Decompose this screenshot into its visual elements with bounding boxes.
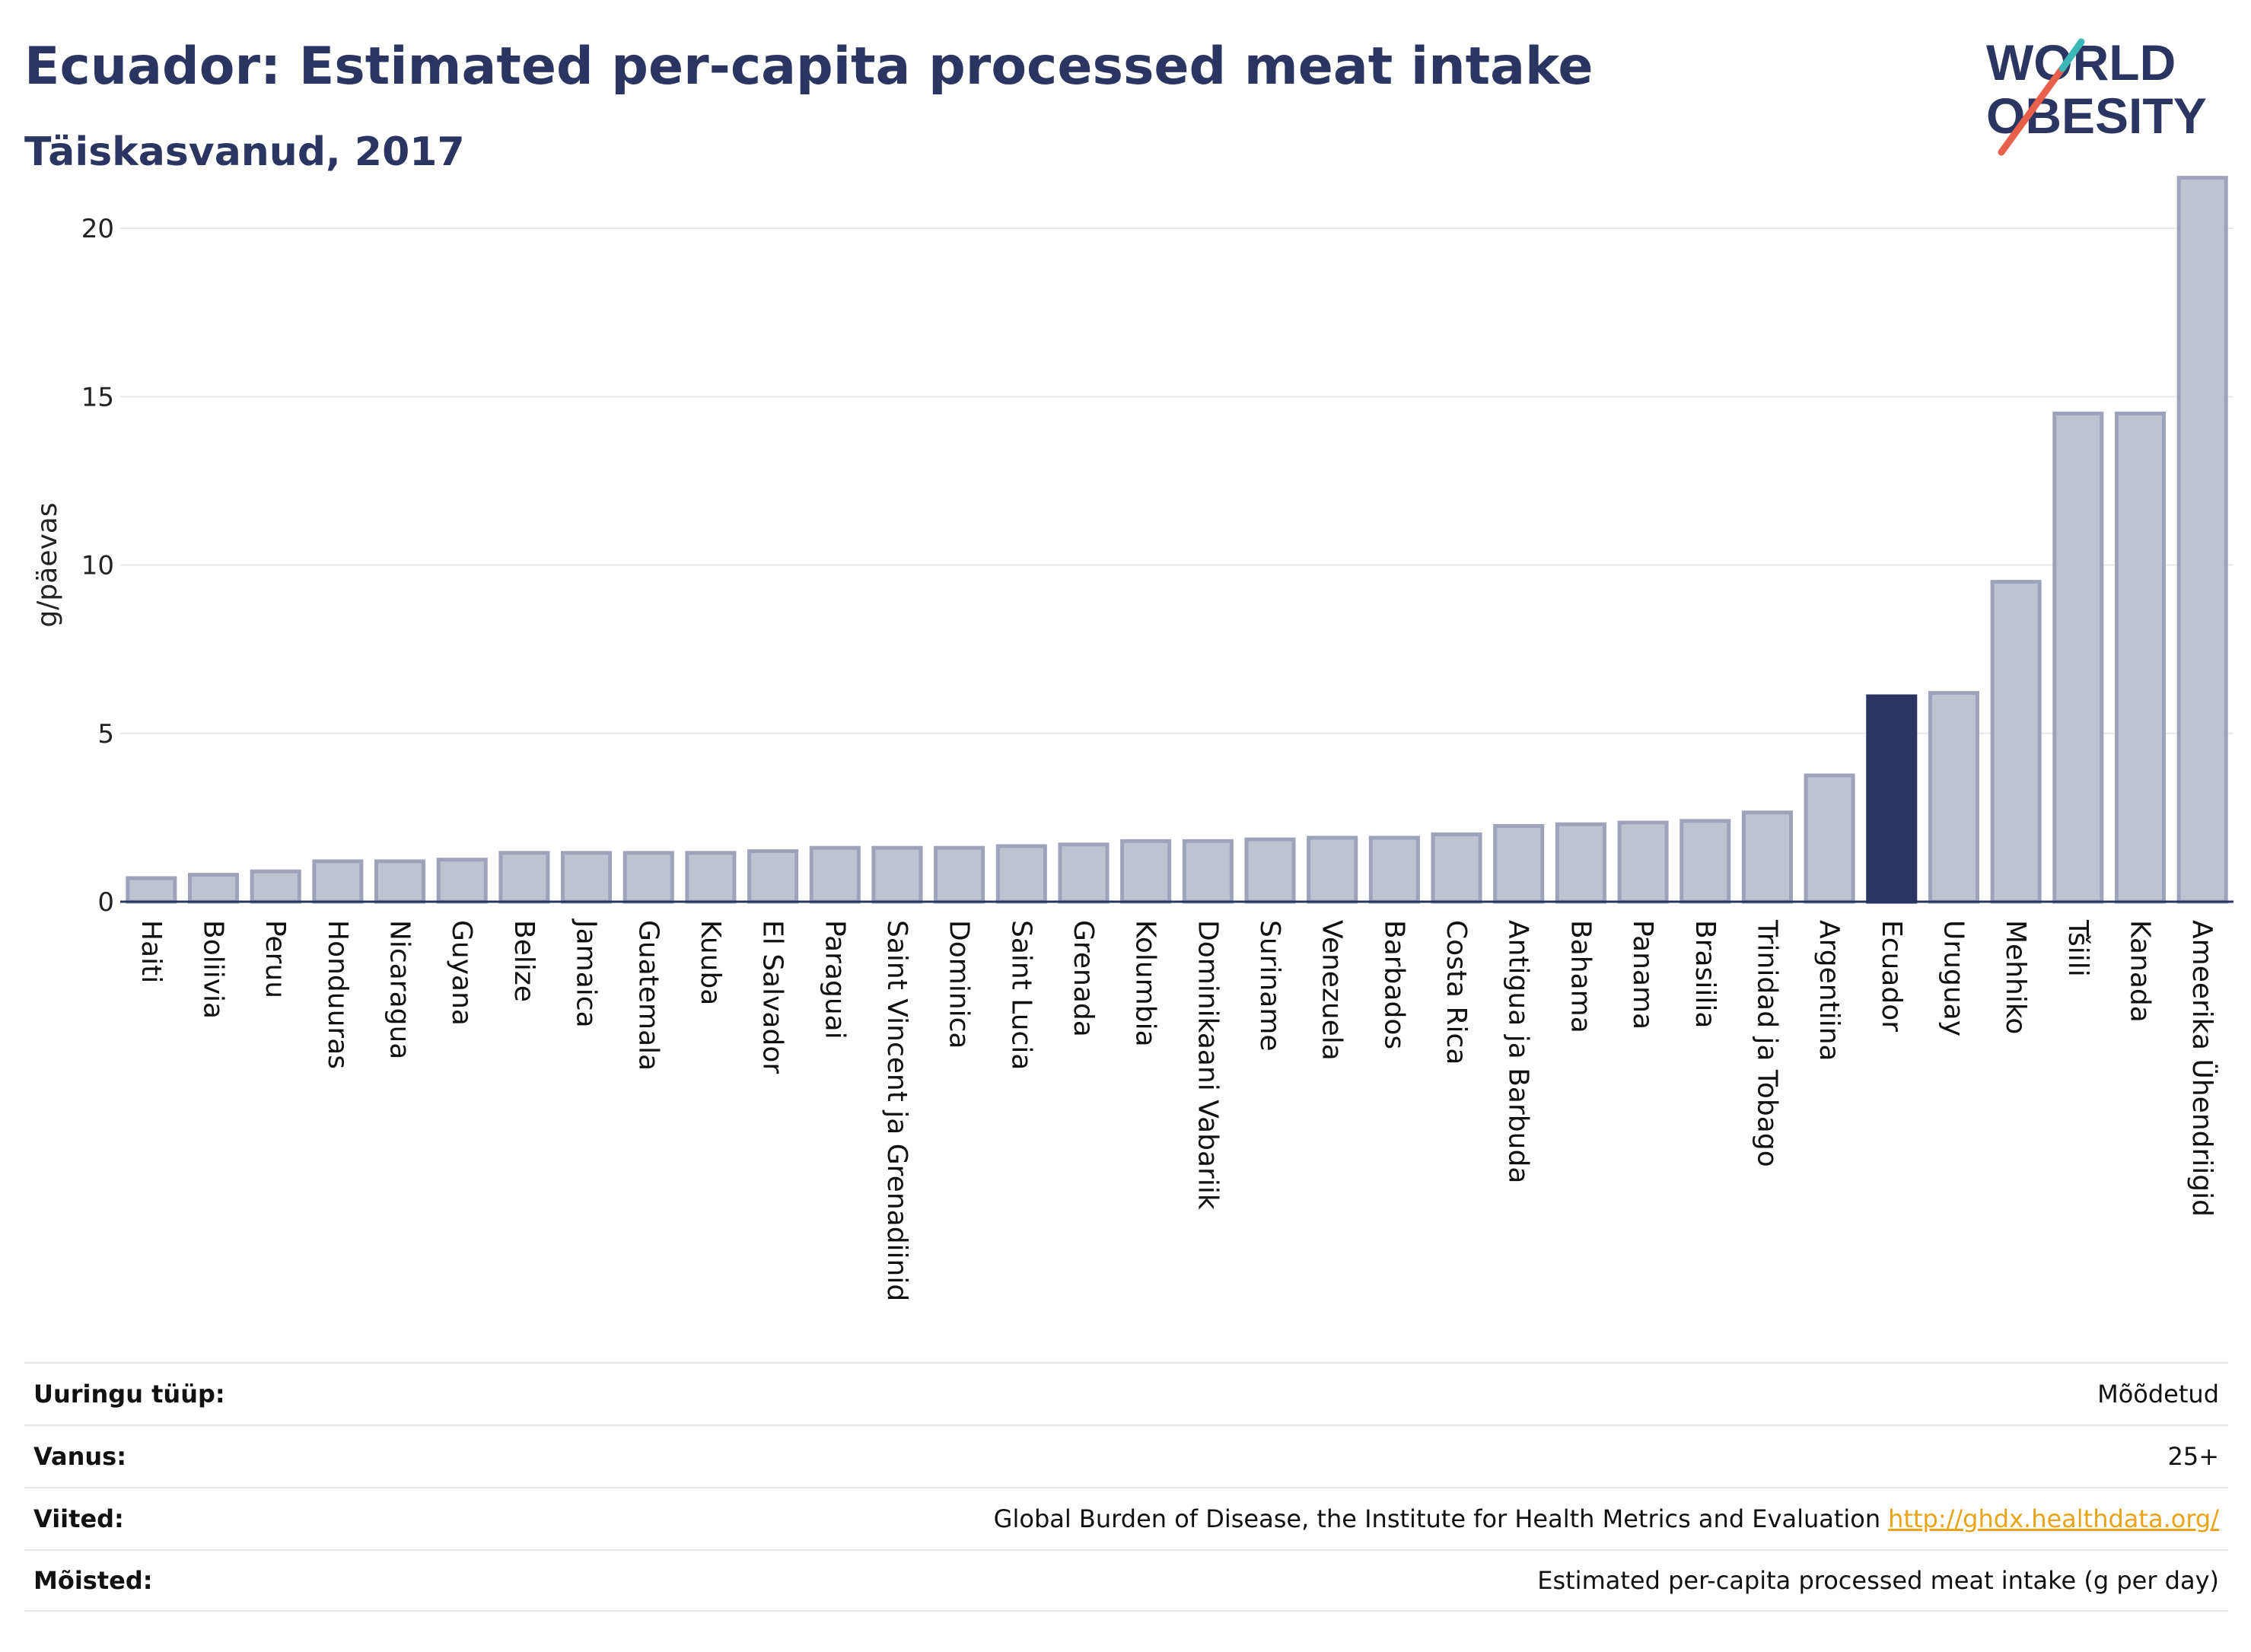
bar-4: [374, 859, 426, 904]
x-tick-label: Guyana: [446, 920, 477, 1026]
y-tick-label: 10: [81, 551, 114, 581]
x-tick-label: Haiti: [135, 920, 167, 983]
bar-26: [1741, 810, 1793, 904]
x-tick-label: Panama: [1627, 920, 1658, 1030]
meta-value: 25+: [2167, 1442, 2219, 1471]
x-tick-label: Jamaica: [571, 918, 602, 1028]
chart-title: Ecuador: Estimated per-capita processed …: [24, 37, 1594, 97]
x-tick-label: Saint Lucia: [1005, 920, 1036, 1070]
x-tick-label: Argentiina: [1813, 920, 1845, 1062]
bar-11: [809, 845, 861, 904]
bar-27: [1804, 773, 1855, 904]
bar-5: [436, 858, 488, 904]
bar-chart: 0 5 10 15 20 g/päevas Haiti Boliivia Peruu Honduu…: [32, 176, 2233, 1301]
bar-7: [561, 851, 613, 904]
x-tick-label: Ameerika Ühendriigid: [2186, 920, 2218, 1217]
bar-16: [1120, 839, 1172, 904]
bar-25: [1679, 819, 1731, 904]
bar-6: [498, 851, 550, 904]
x-tick-label: Mehhiko: [2000, 920, 2031, 1034]
x-tick-label: Kuuba: [695, 920, 726, 1005]
x-tick-label: Ecuador: [1876, 920, 1907, 1032]
logo-slash-red: [1998, 65, 2066, 156]
x-tick-label: Boliivia: [198, 920, 229, 1019]
bar-30: [1990, 580, 2042, 904]
x-tick-label: Guatemala: [632, 920, 664, 1071]
x-tick-label: Peruu: [259, 920, 291, 998]
x-tick-label: Tšiili: [2062, 919, 2093, 977]
x-tick-label: Brasiilia: [1689, 920, 1721, 1028]
x-tick-label: Dominikaani Vabariik: [1192, 920, 1223, 1210]
bar-3: [312, 859, 364, 904]
x-tick-label: Antigua ja Barbuda: [1503, 920, 1534, 1183]
meta-row: Viited: Global Burden of Disease, the Ins…: [24, 1487, 2228, 1549]
bar-15: [1058, 842, 1110, 904]
x-tick-label: Nicaragua: [384, 920, 415, 1059]
meta-row: Vanus: 25+: [24, 1424, 2228, 1487]
logo-obesity-text: OBESITY: [1986, 88, 2207, 144]
y-tick-label: 0: [97, 887, 114, 918]
y-tick-label: 20: [81, 214, 114, 244]
x-tick-label: Belize: [508, 920, 540, 1002]
meta-label: Vanus:: [33, 1442, 127, 1471]
bar-2: [250, 869, 301, 904]
x-tick-label: Kolumbia: [1130, 920, 1161, 1047]
meta-label: Uuringu tüüp:: [33, 1380, 225, 1408]
bar-19: [1307, 836, 1358, 904]
bar-8: [622, 851, 674, 904]
x-tick-label: Dominica: [944, 920, 975, 1049]
world-obesity-logo: WORLD OBESITY: [1986, 34, 2207, 156]
bar-21: [1431, 832, 1482, 904]
bar-23: [1555, 822, 1606, 904]
x-tick-label: Paraguai: [819, 920, 850, 1039]
chart-subtitle: Täiskasvanud, 2017: [24, 129, 465, 175]
bar-31: [2052, 411, 2104, 904]
bar-22: [1493, 823, 1545, 904]
x-tick-label: Bahama: [1565, 920, 1596, 1033]
logo-slash-teal: [2058, 38, 2085, 72]
x-tick-label: Trinidad ja Tobago: [1751, 919, 1782, 1167]
source-link[interactable]: http://ghdx.healthdata.org/: [1888, 1504, 2219, 1533]
meta-row: Uuringu tüüp: Mõõdetud: [24, 1362, 2228, 1424]
bar-33: [2176, 176, 2228, 904]
meta-value: Estimated per-capita processed meat inta…: [1537, 1566, 2219, 1595]
x-tick-label: Uruguay: [1937, 920, 1969, 1036]
meta-label: Mõisted:: [33, 1566, 153, 1595]
y-axis-label: g/päevas: [32, 502, 63, 627]
bar-1: [187, 873, 240, 904]
bar-18: [1244, 837, 1296, 904]
bar-10: [747, 849, 799, 904]
x-tick-label: Saint Vincent ja Grenadiinid: [881, 920, 912, 1301]
x-tick-label: Kanada: [2124, 920, 2155, 1023]
bar-29: [1928, 691, 1979, 904]
x-tick-label: Costa Rica: [1441, 920, 1472, 1065]
bar-13: [934, 845, 985, 904]
bar-20: [1368, 836, 1420, 904]
meta-row: Mõisted: Estimated per-capita processed m…: [24, 1549, 2228, 1612]
bar-17: [1182, 839, 1234, 904]
bar-9: [685, 851, 737, 904]
bar-28: [1866, 694, 1918, 904]
meta-value: Mõõdetud: [2097, 1380, 2219, 1408]
metadata-table: Uuringu tüüp: Mõõdetud Vanus: 25+ Viited: Glo…: [24, 1362, 2228, 1612]
x-tick-label: Grenada: [1068, 920, 1099, 1037]
x-tick-label: Suriname: [1254, 920, 1285, 1052]
y-tick-label: 5: [97, 719, 114, 750]
x-tick-label: Barbados: [1378, 920, 1409, 1049]
bar-14: [995, 844, 1047, 904]
bar-24: [1617, 820, 1669, 904]
x-tick-label: El Salvador: [757, 920, 788, 1074]
x-tick-label: Venezuela: [1317, 920, 1348, 1061]
y-tick-label: 15: [81, 382, 114, 412]
x-tick-label: Honduuras: [322, 920, 353, 1069]
bar-12: [871, 845, 923, 904]
bar-0: [126, 876, 177, 904]
bar-32: [2114, 411, 2167, 904]
meta-value: Global Burden of Disease, the Institute …: [993, 1504, 2219, 1533]
meta-label: Viited:: [33, 1504, 124, 1533]
